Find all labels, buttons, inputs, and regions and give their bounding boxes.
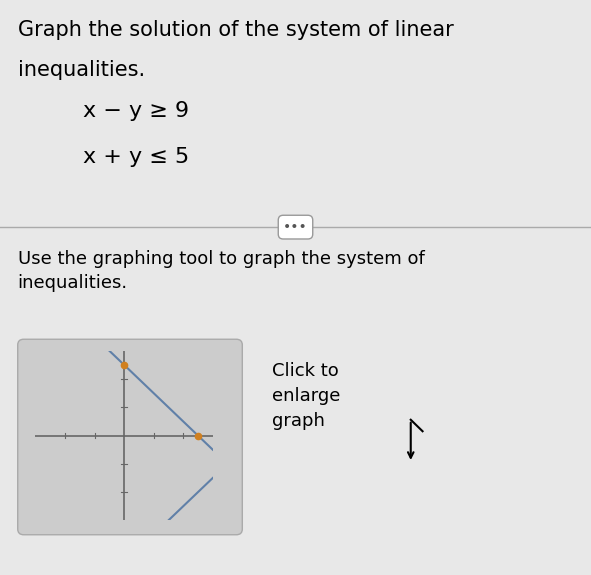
Text: Click to
enlarge
graph: Click to enlarge graph <box>272 362 340 430</box>
Text: x − y ≥ 9: x − y ≥ 9 <box>83 101 189 121</box>
Text: inequalities.: inequalities. <box>18 60 145 81</box>
Text: x + y ≤ 5: x + y ≤ 5 <box>83 147 189 167</box>
FancyBboxPatch shape <box>18 339 242 535</box>
Text: Use the graphing tool to graph the system of
inequalities.: Use the graphing tool to graph the syste… <box>18 250 424 292</box>
Text: Graph the solution of the system of linear: Graph the solution of the system of line… <box>18 20 453 40</box>
Text: •••: ••• <box>283 220 308 234</box>
